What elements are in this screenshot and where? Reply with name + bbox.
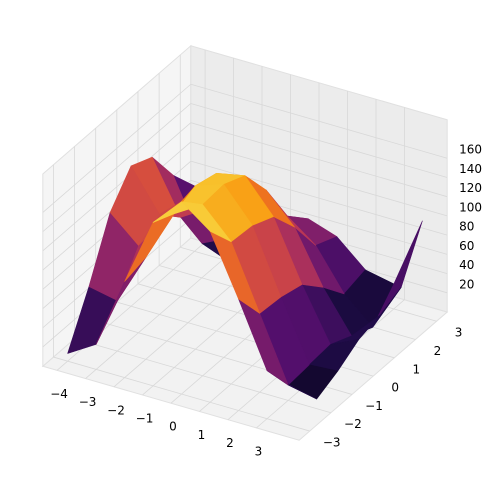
surface-patch — [181, 201, 232, 242]
grid-line — [42, 83, 192, 213]
y-tick-label: −3 — [323, 436, 341, 450]
z-tick-label: 20 — [459, 277, 474, 291]
grid-line — [190, 103, 448, 178]
x-tick-label: −2 — [107, 403, 125, 417]
grid-line — [190, 83, 448, 159]
y-tick-label: −2 — [344, 417, 362, 431]
x-tick-label: 1 — [198, 428, 206, 442]
y-tick-label: 2 — [434, 344, 442, 358]
x-tick-label: 2 — [226, 436, 234, 450]
x-tick-label: 3 — [255, 444, 263, 458]
y-tick-label: 1 — [412, 362, 420, 376]
grid-line — [190, 122, 448, 198]
x-tick-label: 0 — [169, 420, 177, 434]
grid-line — [74, 338, 331, 414]
y-tick-label: 3 — [455, 326, 463, 340]
x-tick-label: −1 — [136, 411, 154, 425]
grid-line — [190, 141, 448, 217]
z-tick-label: 120 — [459, 181, 482, 195]
x-tick-label: −4 — [50, 387, 68, 401]
z-tick-label: 60 — [459, 239, 474, 253]
grid-line — [190, 160, 448, 236]
z-tick-label: 140 — [459, 162, 482, 176]
z-tick-label: 100 — [459, 200, 482, 214]
grid-line — [53, 356, 310, 432]
grid-line — [42, 103, 192, 232]
grid-line — [42, 122, 192, 252]
z-tick-label: 40 — [459, 258, 474, 272]
y-tick-label: −1 — [365, 399, 383, 413]
z-tick-label: 160 — [459, 143, 482, 157]
z-tick-label: 80 — [459, 220, 474, 234]
y-tick-label: 0 — [391, 381, 399, 395]
x-tick-label: −3 — [79, 395, 97, 409]
